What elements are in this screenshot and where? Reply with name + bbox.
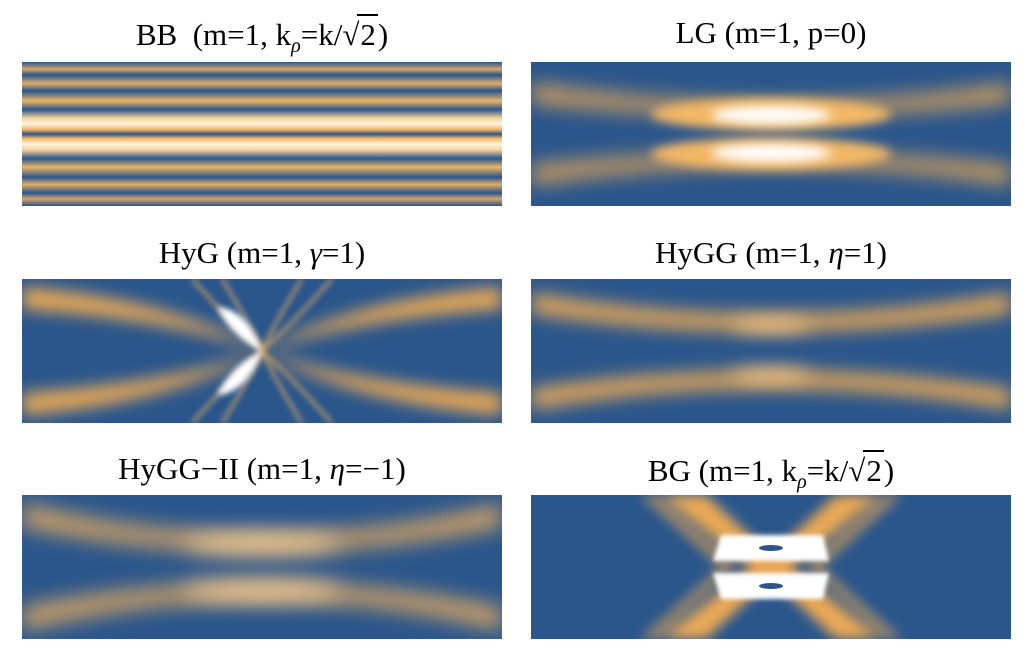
title-symbol: η [329, 451, 346, 486]
panel-title-bb: BB (m=1, kρ=k/√2) [22, 14, 502, 58]
panel-title-hygg-ii: HyGG−II (m=1, η=−1) [22, 450, 502, 488]
intensity-map-bg [531, 495, 1011, 639]
intensity-map-hygg [531, 279, 1011, 423]
title-text: HyGG (m=1, [654, 235, 829, 270]
panel-title-lg: LG (m=1, p=0) [675, 15, 867, 50]
title-text: =1) [843, 235, 888, 270]
title-text: =k/ [300, 17, 343, 52]
title-subscript: ρ [797, 471, 807, 493]
title-symbol: γ [309, 235, 322, 270]
title-text: ) [883, 453, 895, 488]
title-text: BB [135, 17, 178, 52]
intensity-map-hyg [22, 279, 502, 423]
title-text: HyG (m=1, [158, 235, 310, 270]
sqrt-symbol: √2 [848, 450, 884, 490]
title-text: BG (m=1, k [647, 453, 798, 488]
title-text: =1) [321, 235, 366, 270]
title-text: 2 [863, 450, 884, 490]
sqrt-symbol: √2 [342, 14, 378, 54]
panel-title-hyg: HyG (m=1, γ=1) [22, 234, 502, 272]
title-subscript: ρ [291, 35, 301, 57]
intensity-map-hygg-ii [22, 495, 502, 639]
title-text: =k/ [806, 453, 849, 488]
panel-title-hygg: HyGG (m=1, η=1) [531, 234, 1011, 272]
title-symbol: η [828, 235, 844, 270]
title-text: 2 [357, 14, 378, 54]
title-text: =−1) [345, 451, 406, 486]
panel-title-bg: BG (m=1, kρ=k/√2) [531, 450, 1011, 494]
title-text: HyGG−II (m=1, [118, 451, 330, 486]
intensity-map-lg [531, 62, 1011, 206]
intensity-map-bb [22, 62, 502, 206]
title-text: ) [377, 17, 389, 52]
title-text: (m=1, k [192, 17, 292, 52]
